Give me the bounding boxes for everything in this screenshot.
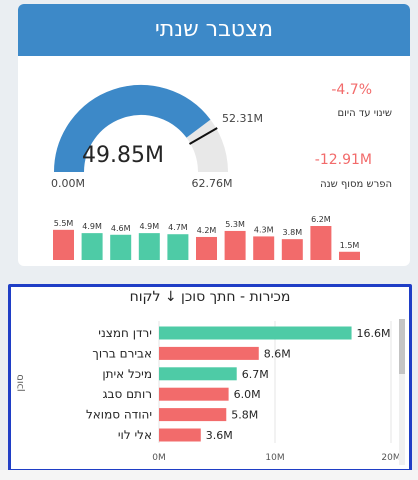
y-axis-title: סוכן <box>15 374 26 391</box>
scrollbar-thumb[interactable] <box>399 319 405 374</box>
monthly-bar[interactable] <box>196 236 217 260</box>
monthly-bar-label: 4.9M <box>139 222 159 231</box>
gauge-target-label: 52.31M <box>222 112 263 125</box>
monthly-bar-label: 4.6M <box>111 224 131 233</box>
x-tick-label: 10M <box>265 453 284 463</box>
gauge-target-marker <box>189 127 218 145</box>
bar[interactable] <box>159 367 237 381</box>
category-label[interactable]: אבירם ברוך <box>92 346 152 360</box>
category-label[interactable]: ירדן חמצני <box>98 326 152 340</box>
chart-title: מכירות - חתך סוכן ↓ לקוח <box>129 289 291 305</box>
x-tick-label: 20M <box>381 453 400 463</box>
kpi-diff-eoy-value: -12.91M <box>314 152 372 168</box>
monthly-bar[interactable] <box>224 230 246 260</box>
monthly-bar-label: 4.9M <box>82 222 102 231</box>
bar[interactable] <box>159 326 352 340</box>
bar[interactable] <box>159 387 229 401</box>
monthly-bar-label: 4.7M <box>168 223 188 232</box>
gauge-max-label: 62.76M <box>192 177 233 190</box>
bar-value-label: 6.7M <box>242 368 269 381</box>
kpi-diff-eoy-label: הפרש מסוף שנה <box>320 179 392 190</box>
monthly-bar[interactable] <box>339 251 360 260</box>
bar-value-label: 8.6M <box>264 347 291 360</box>
bar-value-label: 16.6M <box>357 327 391 340</box>
bar[interactable] <box>159 408 227 422</box>
monthly-bar-label: 5.3M <box>225 220 245 229</box>
scrollbar-track[interactable] <box>399 319 405 465</box>
sales-bar-chart: סוכן 0M 10M 20M ירדן חמצני 16.6M אבירם ברוך 8.… <box>15 319 405 465</box>
monthly-bar-label: 3.8M <box>282 228 302 237</box>
kpi-change-ytd-value: -4.7% <box>331 82 372 98</box>
gauge-min-label: 0.00M <box>51 177 85 190</box>
bar-value-label: 3.6M <box>206 429 233 442</box>
category-label[interactable]: יהודה סמואל <box>86 408 152 422</box>
annual-cumulative-card: מצטבר שנתי 49.85M 0.00M 62.76M 52.31M 5.… <box>18 4 410 266</box>
monthly-bar-label: 5.5M <box>54 219 74 228</box>
monthly-bar-label: 4.2M <box>197 226 217 235</box>
gauge-chart: 49.85M 0.00M 62.76M 52.31M 5.5M 4.9M 4.6M 4… <box>51 85 360 260</box>
sales-by-agent-card[interactable]: מכירות - חתך סוכן ↓ לקוח סוכן 0M 10M 20M יר… <box>8 284 412 472</box>
bottom-strip <box>0 470 418 480</box>
bar[interactable] <box>159 346 259 360</box>
monthly-bar[interactable] <box>110 234 132 260</box>
monthly-bar-label: 6.2M <box>311 215 331 224</box>
bar-value-label: 6.0M <box>234 388 261 401</box>
card-title: מצטבר שנתי <box>18 4 410 56</box>
monthly-bar[interactable] <box>81 233 103 260</box>
monthly-bar[interactable] <box>310 226 332 260</box>
monthly-bar[interactable] <box>53 229 74 260</box>
kpi-change-ytd-label: שינוי עד היום <box>337 108 393 119</box>
monthly-bar[interactable] <box>138 233 160 260</box>
gauge-fill <box>54 85 211 173</box>
x-tick-label: 0M <box>152 453 166 463</box>
gauge-value: 49.85M <box>82 143 164 168</box>
category-label[interactable]: מיכל איתן <box>102 367 152 381</box>
monthly-bar-chart: 5.5M 4.9M 4.6M 4.9M 4.7M 4.2M 5.3M 4.3M 3.8M 6.2M… <box>53 215 360 260</box>
bar-value-label: 5.8M <box>231 409 258 422</box>
category-label[interactable]: רותם סבג <box>103 387 152 401</box>
bar[interactable] <box>159 428 201 442</box>
monthly-bar-label: 1.5M <box>340 241 360 250</box>
monthly-bar[interactable] <box>167 234 189 260</box>
monthly-bar-label: 4.3M <box>254 225 274 234</box>
monthly-bar[interactable] <box>253 236 275 260</box>
category-label[interactable]: אלי לוי <box>118 428 152 442</box>
monthly-bar[interactable] <box>281 239 303 260</box>
